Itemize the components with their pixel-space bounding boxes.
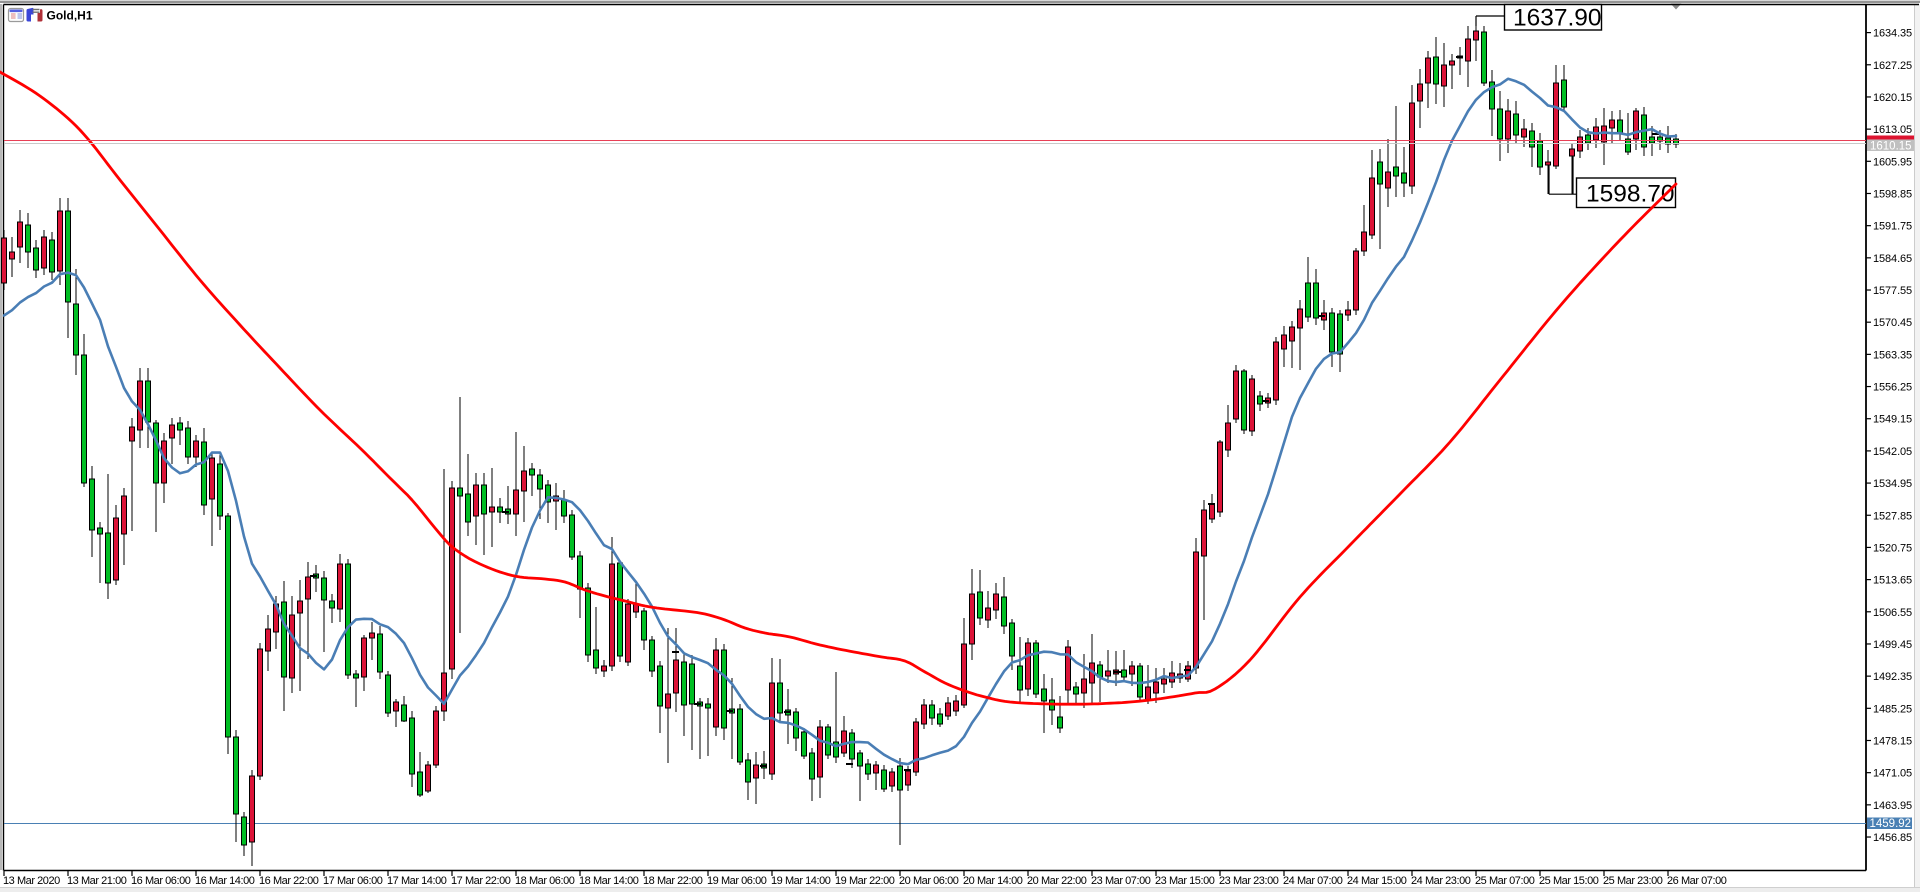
svg-text:23 Mar 07:00: 23 Mar 07:00	[1091, 875, 1151, 887]
svg-text:1570.45: 1570.45	[1873, 317, 1912, 329]
svg-text:1485.25: 1485.25	[1873, 703, 1912, 715]
svg-text:1513.65: 1513.65	[1873, 575, 1912, 587]
svg-text:1527.85: 1527.85	[1873, 510, 1912, 522]
svg-text:13 Mar 21:00: 13 Mar 21:00	[67, 875, 127, 887]
svg-text:1492.35: 1492.35	[1873, 671, 1912, 683]
svg-text:1478.15: 1478.15	[1873, 735, 1912, 747]
svg-text:1563.35: 1563.35	[1873, 349, 1912, 361]
svg-text:23 Mar 23:00: 23 Mar 23:00	[1219, 875, 1279, 887]
svg-text:1613.05: 1613.05	[1873, 124, 1912, 136]
svg-text:17 Mar 22:00: 17 Mar 22:00	[451, 875, 511, 887]
svg-text:13 Mar 2020: 13 Mar 2020	[3, 875, 60, 887]
svg-text:26 Mar 07:00: 26 Mar 07:00	[1667, 875, 1727, 887]
svg-text:1591.75: 1591.75	[1873, 221, 1912, 233]
svg-text:17 Mar 06:00: 17 Mar 06:00	[323, 875, 383, 887]
svg-text:18 Mar 14:00: 18 Mar 14:00	[579, 875, 639, 887]
svg-text:16 Mar 06:00: 16 Mar 06:00	[131, 875, 191, 887]
svg-text:18 Mar 06:00: 18 Mar 06:00	[515, 875, 575, 887]
svg-text:24 Mar 15:00: 24 Mar 15:00	[1347, 875, 1407, 887]
svg-text:24 Mar 07:00: 24 Mar 07:00	[1283, 875, 1343, 887]
svg-text:24 Mar 23:00: 24 Mar 23:00	[1411, 875, 1471, 887]
svg-text:1506.55: 1506.55	[1873, 607, 1912, 619]
svg-text:25 Mar 15:00: 25 Mar 15:00	[1539, 875, 1599, 887]
svg-text:25 Mar 23:00: 25 Mar 23:00	[1603, 875, 1663, 887]
svg-text:16 Mar 14:00: 16 Mar 14:00	[195, 875, 255, 887]
svg-text:17 Mar 14:00: 17 Mar 14:00	[387, 875, 447, 887]
svg-text:19 Mar 22:00: 19 Mar 22:00	[835, 875, 895, 887]
svg-text:20 Mar 22:00: 20 Mar 22:00	[1027, 875, 1087, 887]
svg-text:1556.25: 1556.25	[1873, 382, 1912, 394]
svg-text:20 Mar 06:00: 20 Mar 06:00	[899, 875, 959, 887]
svg-text:20 Mar 14:00: 20 Mar 14:00	[963, 875, 1023, 887]
svg-text:25 Mar 07:00: 25 Mar 07:00	[1475, 875, 1535, 887]
svg-text:Gold,H1: Gold,H1	[47, 9, 93, 23]
svg-text:1605.95: 1605.95	[1873, 156, 1912, 168]
svg-text:1620.15: 1620.15	[1873, 92, 1912, 104]
svg-text:1634.35: 1634.35	[1873, 28, 1912, 40]
svg-text:19 Mar 14:00: 19 Mar 14:00	[771, 875, 831, 887]
svg-text:1610.15: 1610.15	[1870, 140, 1912, 152]
svg-text:18 Mar 22:00: 18 Mar 22:00	[643, 875, 703, 887]
svg-text:1637.90: 1637.90	[1513, 5, 1602, 32]
svg-text:16 Mar 22:00: 16 Mar 22:00	[259, 875, 319, 887]
svg-text:1577.55: 1577.55	[1873, 285, 1912, 297]
svg-text:1627.25: 1627.25	[1873, 60, 1912, 72]
svg-text:1542.05: 1542.05	[1873, 446, 1912, 458]
svg-text:1520.75: 1520.75	[1873, 542, 1912, 554]
svg-text:19 Mar 06:00: 19 Mar 06:00	[707, 875, 767, 887]
svg-text:1549.15: 1549.15	[1873, 414, 1912, 426]
svg-text:1456.85: 1456.85	[1873, 832, 1912, 844]
svg-text:1471.05: 1471.05	[1873, 768, 1912, 780]
svg-text:23 Mar 15:00: 23 Mar 15:00	[1155, 875, 1215, 887]
svg-text:1534.95: 1534.95	[1873, 478, 1912, 490]
svg-text:1499.45: 1499.45	[1873, 639, 1912, 651]
svg-text:1584.65: 1584.65	[1873, 253, 1912, 265]
svg-text:1598.85: 1598.85	[1873, 188, 1912, 200]
svg-text:1459.92: 1459.92	[1870, 818, 1912, 830]
svg-text:1598.70: 1598.70	[1586, 181, 1675, 208]
svg-text:1463.95: 1463.95	[1873, 800, 1912, 812]
